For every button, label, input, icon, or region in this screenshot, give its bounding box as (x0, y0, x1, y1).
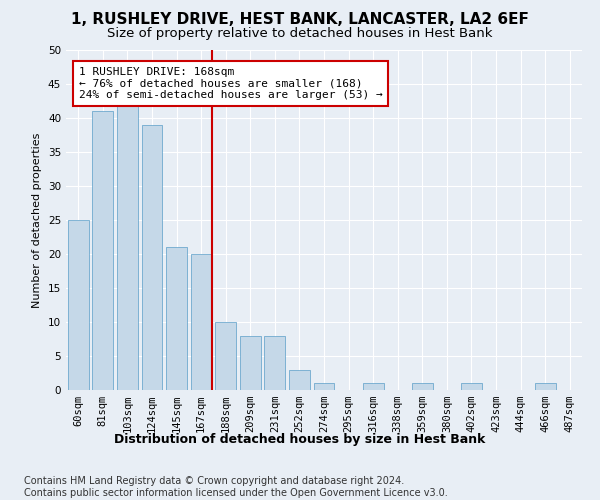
Bar (362, 383, 383, 390)
Text: 1, RUSHLEY DRIVE, HEST BANK, LANCASTER, LA2 6EF: 1, RUSHLEY DRIVE, HEST BANK, LANCASTER, … (71, 12, 529, 28)
Bar (535, 383, 556, 390)
Bar (240, 336, 261, 390)
Bar (265, 336, 286, 390)
Bar (461, 383, 482, 390)
Bar (191, 254, 212, 390)
Bar (68, 220, 89, 390)
Text: Distribution of detached houses by size in Hest Bank: Distribution of detached houses by size … (115, 432, 485, 446)
Text: Size of property relative to detached houses in Hest Bank: Size of property relative to detached ho… (107, 28, 493, 40)
Text: 1 RUSHLEY DRIVE: 168sqm
← 76% of detached houses are smaller (168)
24% of semi-d: 1 RUSHLEY DRIVE: 168sqm ← 76% of detache… (79, 67, 383, 100)
Bar (314, 383, 334, 390)
Text: Contains HM Land Registry data © Crown copyright and database right 2024.
Contai: Contains HM Land Registry data © Crown c… (24, 476, 448, 498)
Bar (412, 383, 433, 390)
Bar (142, 125, 163, 390)
Y-axis label: Number of detached properties: Number of detached properties (32, 132, 43, 308)
Bar (117, 104, 138, 390)
Bar (289, 370, 310, 390)
Bar (92, 111, 113, 390)
Bar (215, 322, 236, 390)
Bar (166, 247, 187, 390)
